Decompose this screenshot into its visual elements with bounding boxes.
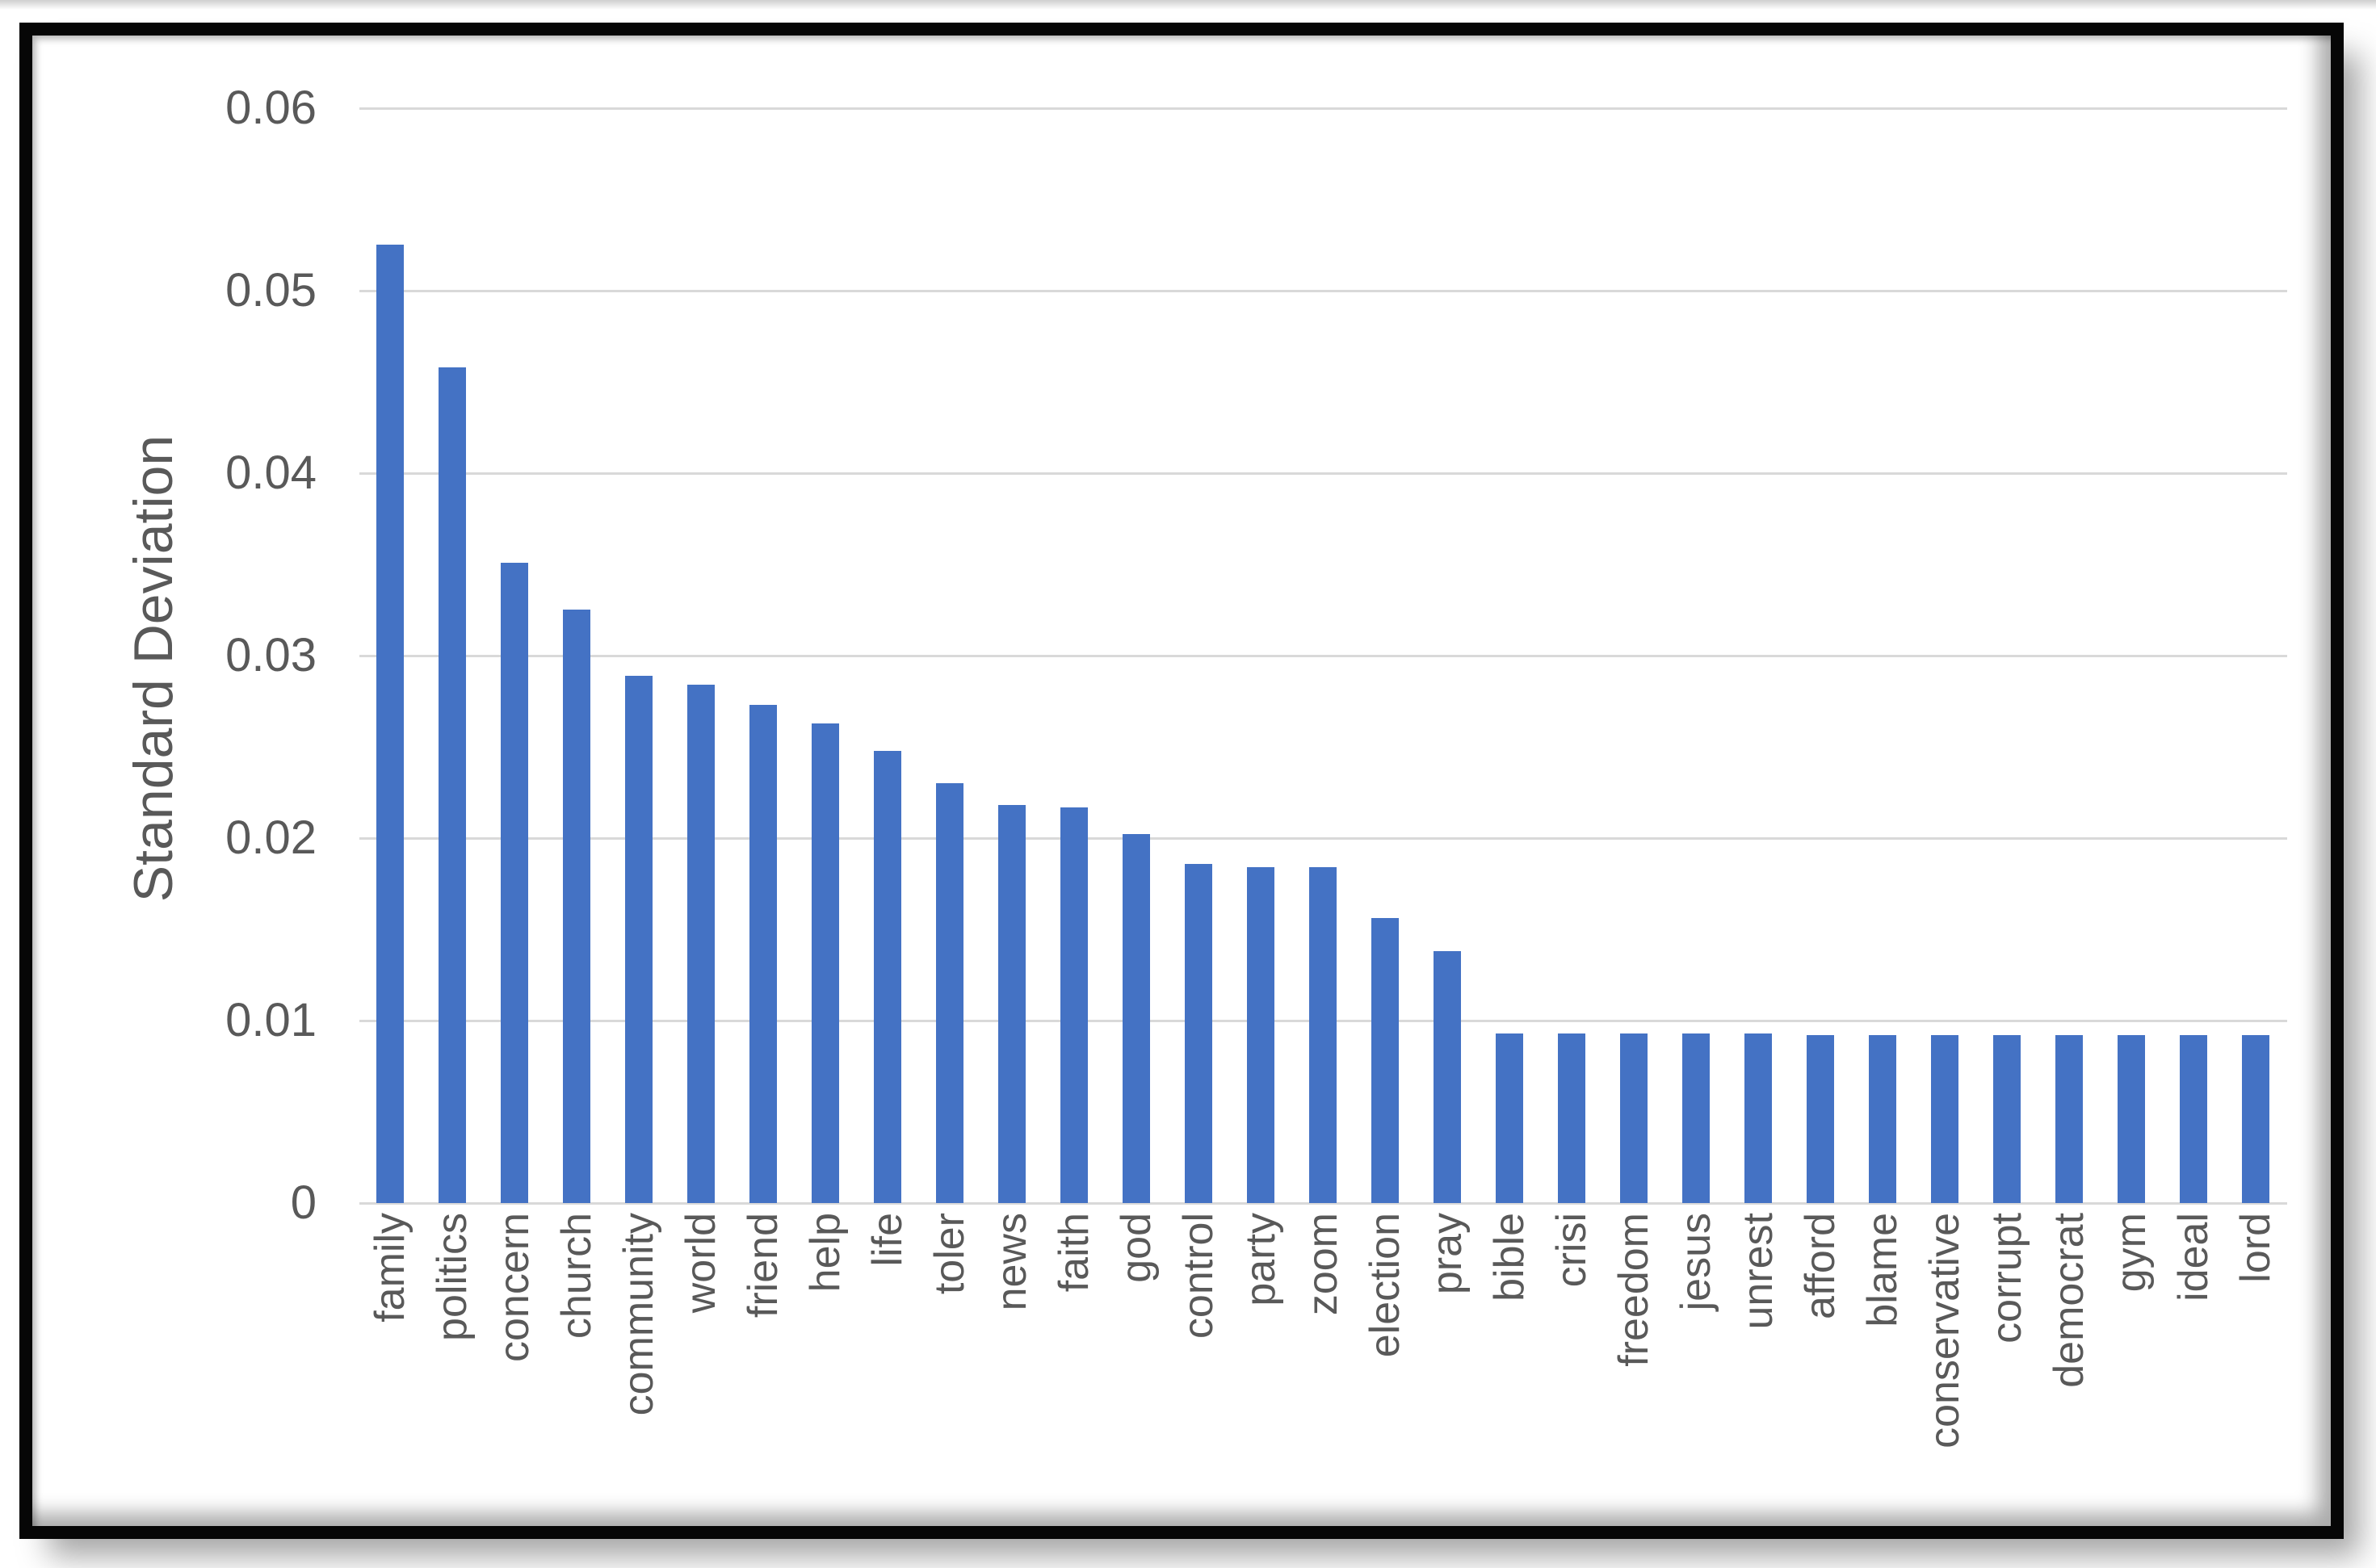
x-tick-label-church: church [553, 1213, 600, 1340]
bar-concern [501, 563, 528, 1203]
x-tick-label-conservative: conservative [1921, 1213, 1968, 1449]
gridline [359, 1201, 2287, 1205]
bar-world [687, 685, 715, 1203]
x-tick-label-freedom: freedom [1610, 1213, 1657, 1367]
bar-jesus [1682, 1033, 1710, 1203]
x-tick-label-community: community [615, 1213, 662, 1416]
x-tick-label-ideal: ideal [2170, 1213, 2217, 1302]
x-tick-label-afford: afford [1797, 1213, 1844, 1320]
x-tick-label-democrat: democrat [2046, 1213, 2093, 1388]
bar-control [1185, 864, 1212, 1203]
x-tick-label-corrupt: corrupt [1983, 1213, 2030, 1344]
bar-lord [2242, 1035, 2269, 1203]
x-tick-label-god: god [1113, 1213, 1160, 1283]
bar-unrest [1744, 1033, 1772, 1203]
x-tick-label-world: world [678, 1213, 724, 1314]
bar-freedom [1620, 1033, 1648, 1203]
x-tick-label-blame: blame [1859, 1213, 1906, 1327]
bar-zoom [1309, 867, 1337, 1203]
x-tick-label-lord: lord [2232, 1213, 2279, 1283]
bar-conservative [1931, 1035, 1958, 1203]
x-tick-label-faith: faith [1051, 1213, 1098, 1293]
chart-background [32, 36, 2331, 1526]
x-tick-label-crisi: crisi [1548, 1213, 1595, 1288]
x-tick-label-friend: friend [740, 1213, 787, 1319]
chart-frame [19, 23, 2344, 1539]
bar-friend [749, 705, 777, 1203]
x-tick-label-party: party [1237, 1213, 1284, 1306]
bar-party [1247, 867, 1274, 1203]
bar-politics [439, 367, 466, 1203]
bar-family [376, 245, 404, 1203]
bar-blame [1869, 1035, 1896, 1203]
y-axis-tick-label: 0.06 [225, 82, 317, 134]
y-axis-tick-label: 0.03 [225, 629, 317, 681]
bar-church [563, 610, 590, 1203]
x-tick-label-news: news [989, 1213, 1035, 1311]
bar-pray [1434, 951, 1461, 1203]
y-axis-tick-label: 0.05 [225, 264, 317, 317]
gridline [359, 472, 2287, 475]
x-tick-label-control: control [1175, 1213, 1222, 1340]
x-tick-label-unrest: unrest [1735, 1213, 1782, 1330]
bar-afford [1807, 1035, 1834, 1203]
y-axis-tick-label: 0.02 [225, 811, 317, 864]
x-tick-label-gym: gym [2108, 1213, 2155, 1293]
x-tick-label-concern: concern [491, 1213, 538, 1362]
bar-community [625, 676, 653, 1203]
x-tick-label-jesus: jesus [1673, 1213, 1719, 1311]
gridline [359, 654, 2287, 657]
bar-help [812, 723, 839, 1203]
bar-gym [2118, 1035, 2145, 1203]
bar-crisi [1558, 1033, 1585, 1203]
bar-toler [936, 783, 963, 1203]
gridline [359, 836, 2287, 840]
x-tick-label-zoom: zoom [1299, 1213, 1346, 1316]
y-axis-tick-label: 0.04 [225, 447, 317, 499]
x-tick-label-help: help [802, 1213, 849, 1293]
y-axis-tick-label: 0 [290, 1176, 317, 1229]
gridline [359, 289, 2287, 292]
x-tick-label-election: election [1362, 1213, 1408, 1358]
y-axis-tick-label: 0.01 [225, 994, 317, 1046]
bar-faith [1060, 807, 1088, 1203]
bar-bible [1496, 1033, 1523, 1203]
bar-democrat [2055, 1035, 2083, 1203]
x-tick-label-family: family [367, 1213, 413, 1323]
x-tick-label-politics: politics [429, 1213, 476, 1341]
bar-election [1371, 918, 1399, 1203]
bar-news [998, 805, 1026, 1203]
bar-god [1123, 834, 1150, 1203]
x-tick-label-toler: toler [926, 1213, 973, 1295]
gridline [359, 107, 2287, 110]
x-tick-label-bible: bible [1486, 1213, 1533, 1302]
x-tick-label-life: life [864, 1213, 911, 1267]
x-tick-label-pray: pray [1424, 1213, 1471, 1295]
bar-ideal [2180, 1035, 2207, 1203]
bar-life [874, 751, 901, 1203]
bar-corrupt [1993, 1035, 2021, 1203]
